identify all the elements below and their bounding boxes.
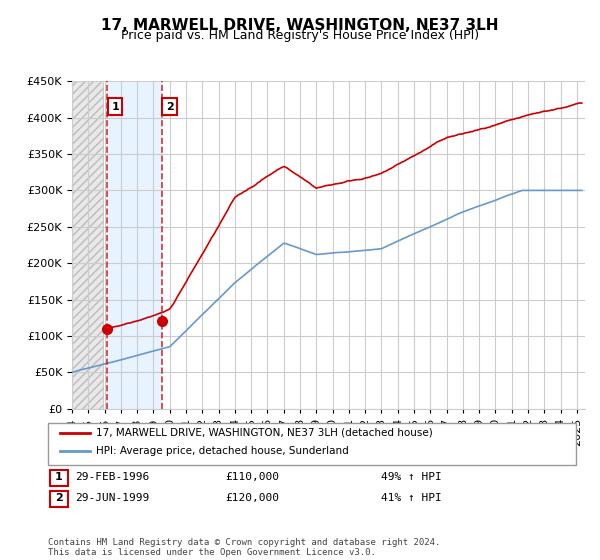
Bar: [107, 81, 161, 409]
Text: £110,000: £110,000: [225, 472, 279, 482]
Bar: [72, 81, 103, 409]
Text: Contains HM Land Registry data © Crown copyright and database right 2024.
This d: Contains HM Land Registry data © Crown c…: [48, 538, 440, 557]
Text: 2: 2: [55, 493, 62, 503]
Text: 17, MARWELL DRIVE, WASHINGTON, NE37 3LH: 17, MARWELL DRIVE, WASHINGTON, NE37 3LH: [101, 18, 499, 34]
Text: 49% ↑ HPI: 49% ↑ HPI: [381, 472, 442, 482]
Text: HPI: Average price, detached house, Sunderland: HPI: Average price, detached house, Sund…: [96, 446, 349, 456]
Text: 29-JUN-1999: 29-JUN-1999: [75, 493, 149, 503]
Text: Price paid vs. HM Land Registry's House Price Index (HPI): Price paid vs. HM Land Registry's House …: [121, 29, 479, 42]
Text: 1: 1: [55, 472, 62, 482]
Text: £120,000: £120,000: [225, 493, 279, 503]
Text: 2: 2: [166, 102, 173, 111]
Text: 41% ↑ HPI: 41% ↑ HPI: [381, 493, 442, 503]
Text: 17, MARWELL DRIVE, WASHINGTON, NE37 3LH (detached house): 17, MARWELL DRIVE, WASHINGTON, NE37 3LH …: [96, 428, 433, 438]
Text: 29-FEB-1996: 29-FEB-1996: [75, 472, 149, 482]
Text: 1: 1: [112, 102, 119, 111]
